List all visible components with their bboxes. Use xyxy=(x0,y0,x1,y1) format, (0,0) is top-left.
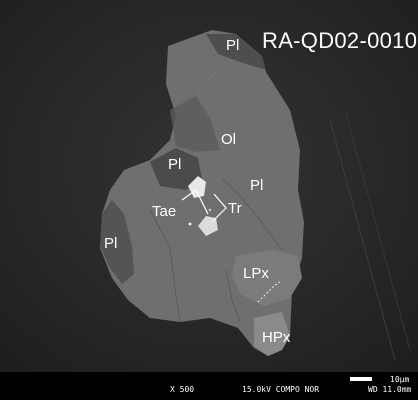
label-pl-top: Pl xyxy=(226,37,240,54)
label-lpx: LPx xyxy=(243,265,269,282)
sample-id: RA-QD02-0010 xyxy=(262,28,418,53)
bse-micrograph xyxy=(0,0,418,372)
tr-connector xyxy=(211,193,227,223)
label-hpx: HPx xyxy=(262,329,291,346)
plagioclase-inclusion xyxy=(150,148,202,190)
plagioclase-left xyxy=(100,200,134,284)
working-distance: WD 11.0mm xyxy=(368,385,412,394)
label-ol: Ol xyxy=(221,131,236,148)
magnification: X 500 xyxy=(170,385,195,394)
plagioclase-top xyxy=(206,34,266,70)
scale-label: 10µm xyxy=(390,375,410,384)
high-ca-pyroxene xyxy=(254,312,290,356)
sem-info-bar: X 500 15.0kV COMPO NOR 10µm WD 11.0mm xyxy=(0,372,418,400)
label-pl-left: Pl xyxy=(104,235,118,252)
olivine-shadow xyxy=(170,96,220,152)
scale-bar xyxy=(350,377,372,381)
label-pl-inclusion: Pl xyxy=(168,156,182,173)
tae-connector xyxy=(181,189,209,215)
low-ca-pyroxene xyxy=(232,250,302,306)
label-tr: Tr xyxy=(228,200,242,217)
acquisition-conditions: 15.0kV COMPO NOR xyxy=(242,385,320,394)
label-pl-right: Pl xyxy=(250,177,264,194)
label-tae: Tae xyxy=(152,203,177,220)
